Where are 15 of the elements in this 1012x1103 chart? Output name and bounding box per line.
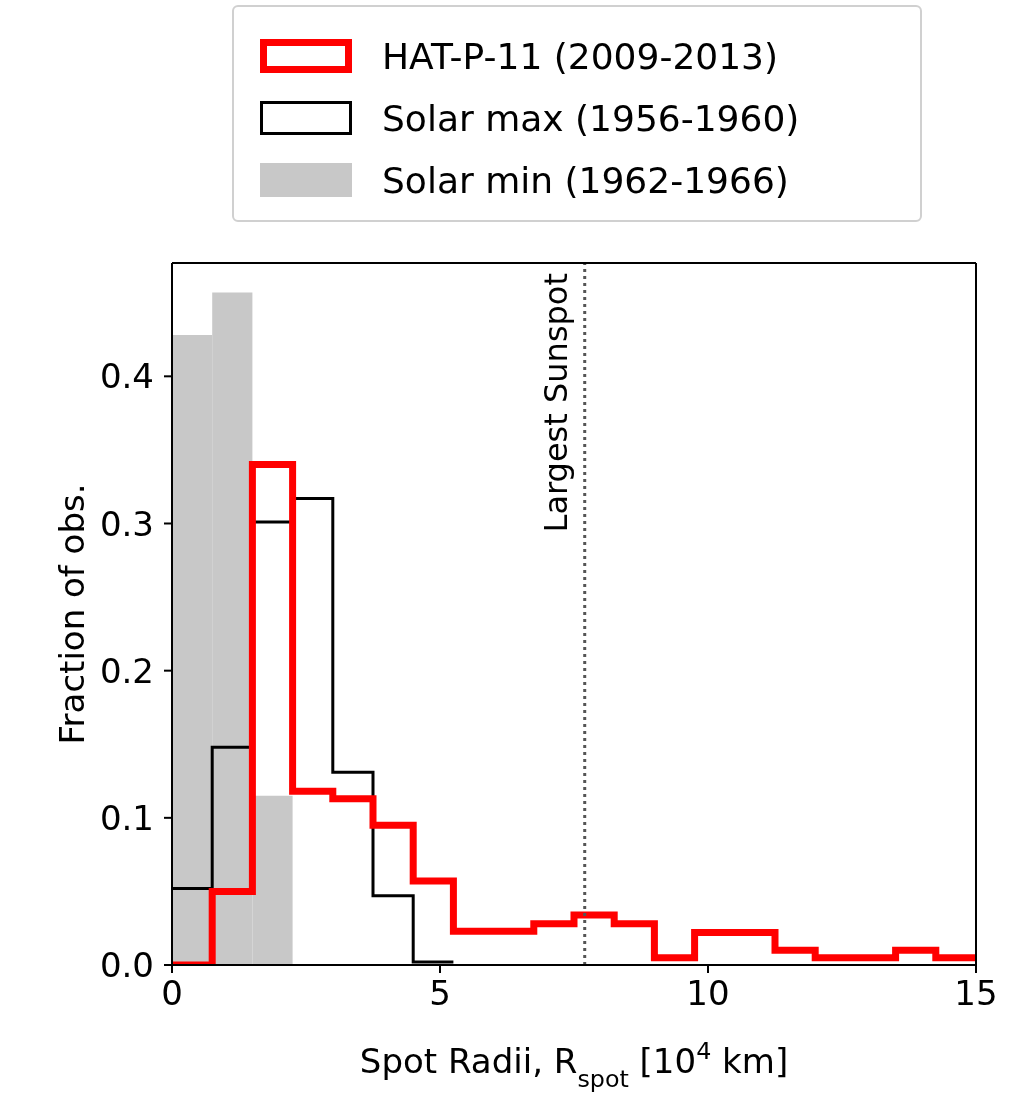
y-tick-label: 0.1 <box>99 797 154 838</box>
y-tick-label: 0.3 <box>99 503 154 544</box>
y-tick-label: 0.2 <box>99 650 154 691</box>
x-tick-label: 5 <box>429 973 451 1013</box>
x-tick-label: 10 <box>686 973 730 1013</box>
legend-label: Solar max (1956-1960) <box>382 97 800 139</box>
x-tick-label: 15 <box>954 973 998 1013</box>
y-axis-title: Fraction of obs. <box>52 483 92 745</box>
x-axis-title: Spot Radii, R$_{spot}$ [10$^{4}$ km] <box>359 1037 789 1093</box>
x-tick-label: 0 <box>161 973 183 1013</box>
ref-line-label: Largest Sunspot <box>536 273 575 533</box>
legend-label: HAT-P-11 (2009-2013) <box>382 35 779 77</box>
y-tick-label: 0.4 <box>99 356 154 397</box>
y-tick-label: 0.0 <box>99 945 154 986</box>
legend-label: Solar min (1962-1966) <box>382 159 789 201</box>
